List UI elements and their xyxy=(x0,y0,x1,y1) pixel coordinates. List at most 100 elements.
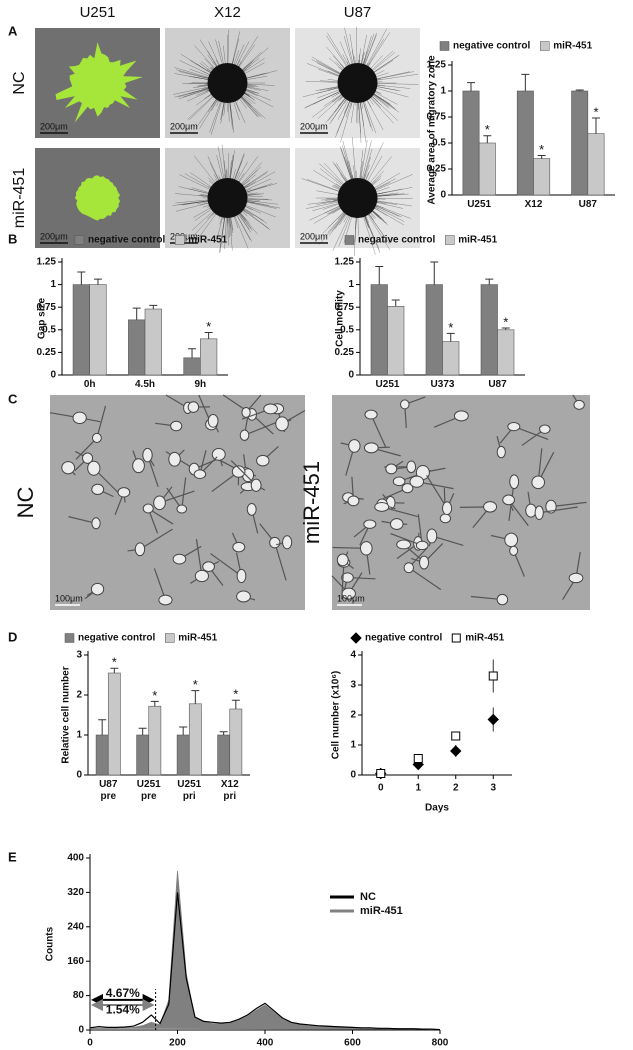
y-tick-label: 0.25 xyxy=(37,347,57,358)
migration-ray xyxy=(197,201,210,204)
migration-ray xyxy=(317,94,345,119)
cell xyxy=(211,448,226,461)
migration-ray xyxy=(238,211,258,235)
legend-swatch xyxy=(74,235,85,245)
y-tick-label: 80 xyxy=(73,990,85,1001)
y-tick-label: 3 xyxy=(350,680,356,691)
x-tick-label-box: U87 pre xyxy=(99,779,118,802)
migration-ray xyxy=(184,173,212,190)
migration-ray xyxy=(337,96,347,107)
migration-ray xyxy=(188,188,211,195)
x-tick-label: U373 xyxy=(430,379,455,390)
migration-ray xyxy=(174,67,211,79)
y-tick-label: 400 xyxy=(67,853,84,864)
x-tick-label-box: U251 xyxy=(467,199,491,210)
migration-ray xyxy=(352,165,356,181)
migration-ray xyxy=(334,177,345,187)
migration-ray xyxy=(332,214,351,252)
migration-ray xyxy=(204,58,216,71)
migration-ray xyxy=(245,201,281,209)
cell xyxy=(502,494,516,506)
migration-ray xyxy=(368,156,392,185)
migration-ray xyxy=(243,62,265,75)
migration-ray xyxy=(210,100,223,135)
x-tick-label-box: 4.5h xyxy=(135,379,155,390)
migration-ray xyxy=(238,97,247,109)
cell xyxy=(347,495,360,507)
migration-ray xyxy=(199,62,214,73)
bar xyxy=(176,734,190,776)
row-label: miR-451 xyxy=(299,461,324,544)
migration-ray xyxy=(325,199,340,201)
cell xyxy=(406,460,417,474)
migration-ray xyxy=(240,166,261,186)
legend-swatch xyxy=(175,235,185,245)
migration-ray xyxy=(245,198,272,201)
migration-ray xyxy=(306,63,341,77)
migration-ray xyxy=(238,212,253,231)
migration-ray xyxy=(372,60,394,74)
migration-ray xyxy=(332,161,348,184)
migration-ray xyxy=(301,178,341,193)
migration-ray xyxy=(373,204,402,218)
error-bar xyxy=(575,89,584,91)
y-tick-label: 320 xyxy=(67,887,84,898)
cell xyxy=(61,461,76,475)
significance: * xyxy=(112,655,117,670)
migration-ray xyxy=(316,190,340,196)
migration-ray xyxy=(243,205,262,214)
migration-ray xyxy=(223,45,226,66)
cell xyxy=(539,424,551,434)
cell xyxy=(531,475,546,490)
x-tick-label: U87 pre xyxy=(99,779,118,802)
migration-ray xyxy=(189,68,211,77)
significance: * xyxy=(193,677,198,692)
migration-ray xyxy=(373,182,391,191)
migration-ray xyxy=(229,155,234,181)
migration-ray xyxy=(187,94,215,120)
migration-ray xyxy=(362,157,371,181)
migration-ray xyxy=(189,172,213,189)
migration-ray xyxy=(193,206,213,218)
migration-ray xyxy=(245,199,260,203)
migration-ray xyxy=(187,90,212,102)
marker xyxy=(488,671,498,681)
error-bar xyxy=(93,278,102,285)
error-bar xyxy=(191,690,200,704)
migration-ray xyxy=(315,85,340,91)
x-tick-label: 1 xyxy=(415,783,421,794)
cell-process xyxy=(96,405,107,439)
bar xyxy=(497,329,515,376)
migration-ray xyxy=(334,212,348,230)
migration-ray xyxy=(373,205,400,217)
migration-ray xyxy=(319,86,340,91)
migration-ray xyxy=(244,88,259,94)
migration-ray xyxy=(245,83,275,86)
cell xyxy=(232,541,246,553)
migration-ray xyxy=(353,215,357,257)
cell xyxy=(82,452,94,464)
migration-ray xyxy=(233,214,239,229)
legend-swatch xyxy=(165,633,175,643)
migration-ray xyxy=(304,90,342,109)
cell xyxy=(207,413,219,428)
migration-ray xyxy=(236,213,253,242)
y-tick-label: 1 xyxy=(350,740,356,751)
panel-letter: B xyxy=(8,231,17,246)
cell-process xyxy=(210,553,242,577)
migration-ray xyxy=(229,100,234,126)
migration-ray xyxy=(201,61,214,72)
cell xyxy=(142,447,153,463)
error-bar xyxy=(188,348,197,358)
cell xyxy=(496,445,506,459)
migration-ray xyxy=(234,214,249,249)
cell xyxy=(363,519,377,529)
migration-ray xyxy=(237,172,245,184)
migration-ray xyxy=(334,94,344,103)
migration-ray xyxy=(350,100,355,124)
bar xyxy=(516,90,534,196)
migration-ray xyxy=(361,140,372,181)
migration-ray xyxy=(234,44,245,67)
cell xyxy=(236,568,247,584)
migration-ray xyxy=(229,215,233,237)
